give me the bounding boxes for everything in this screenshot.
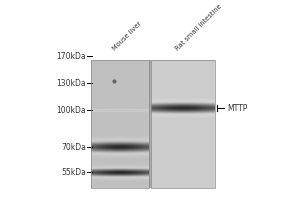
Text: Mouse liver: Mouse liver <box>112 21 143 52</box>
Text: 100kDa: 100kDa <box>56 106 86 115</box>
Text: MTTP: MTTP <box>227 104 248 113</box>
Text: 130kDa: 130kDa <box>56 79 86 88</box>
Bar <box>91 60 148 188</box>
Text: 170kDa: 170kDa <box>56 52 86 61</box>
Bar <box>152 60 215 188</box>
Bar <box>152 60 215 188</box>
Text: Rat small intestine: Rat small intestine <box>174 3 223 52</box>
Bar <box>91 60 148 188</box>
Text: 55kDa: 55kDa <box>61 168 86 177</box>
Text: 70kDa: 70kDa <box>61 143 86 152</box>
Bar <box>148 60 152 188</box>
